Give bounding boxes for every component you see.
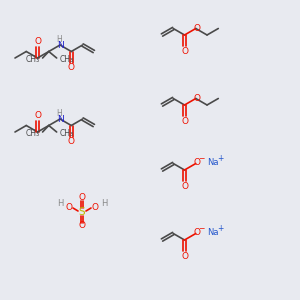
Text: O: O bbox=[79, 221, 86, 230]
Text: N: N bbox=[57, 115, 63, 124]
Text: −: − bbox=[199, 154, 205, 163]
Text: O: O bbox=[34, 38, 41, 46]
Text: S: S bbox=[79, 207, 85, 217]
Text: −: − bbox=[199, 224, 205, 233]
Text: H: H bbox=[57, 199, 63, 208]
Text: O: O bbox=[181, 46, 188, 56]
Text: O: O bbox=[193, 158, 200, 167]
Text: O: O bbox=[193, 24, 200, 33]
Text: CH₃: CH₃ bbox=[60, 55, 74, 64]
Text: O: O bbox=[181, 251, 188, 260]
Text: H: H bbox=[101, 199, 107, 208]
Text: O: O bbox=[68, 63, 75, 72]
Text: N: N bbox=[57, 40, 63, 50]
Text: H: H bbox=[56, 110, 62, 118]
Text: CH₃: CH₃ bbox=[26, 128, 40, 137]
Text: O: O bbox=[65, 202, 73, 211]
Text: O: O bbox=[34, 111, 41, 120]
Text: CH₃: CH₃ bbox=[26, 55, 40, 64]
Text: +: + bbox=[218, 224, 224, 233]
Text: O: O bbox=[193, 94, 200, 103]
Text: O: O bbox=[68, 137, 75, 146]
Text: O: O bbox=[181, 116, 188, 125]
Text: O: O bbox=[181, 182, 188, 190]
Text: CH₃: CH₃ bbox=[60, 128, 74, 137]
Text: Na: Na bbox=[207, 228, 218, 237]
Text: +: + bbox=[218, 154, 224, 163]
Text: O: O bbox=[193, 228, 200, 237]
Text: O: O bbox=[79, 194, 86, 202]
Text: H: H bbox=[56, 35, 62, 44]
Text: O: O bbox=[92, 202, 98, 211]
Text: Na: Na bbox=[207, 158, 218, 167]
